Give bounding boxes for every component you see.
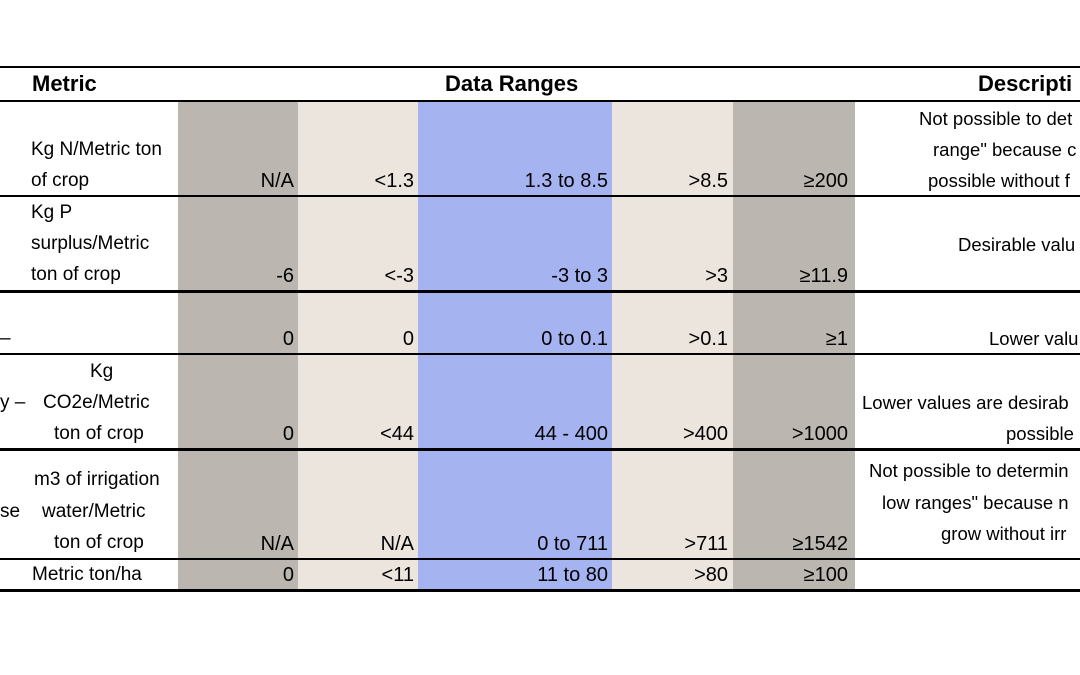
description-text: grow without irr [941,523,1067,544]
value-high: >0.1 [688,328,728,350]
table-top-border [0,66,1080,68]
value-very-high: ≥11.9 [799,265,848,287]
description-text: possible [1006,423,1074,444]
metric-unit: Metric ton/ha [32,564,142,585]
value-desirable: 1.3 to 8.5 [524,170,608,192]
metric-unit: ton of crop [54,423,144,444]
band-high [612,101,733,591]
value-very-low: 0 [282,564,294,586]
description-text: range" because c [933,139,1077,160]
metric-unit: of crop [31,170,90,191]
metric-unit: water/Metric [42,501,146,522]
table-bottom-border [0,589,1080,592]
value-low: <11 [381,564,414,586]
header-bottom-border [0,100,1080,102]
metric-name-fragment: se [0,501,21,522]
value-low: N/A [380,533,414,555]
metric-name-fragment: y – [0,392,26,413]
metric-unit: Kg [90,361,114,382]
value-desirable: 0 to 0.1 [541,328,608,350]
value-desirable: 11 to 80 [537,564,608,586]
description-text: Not possible to det [919,108,1073,129]
value-very-high: ≥100 [803,564,848,586]
row-divider [0,558,1080,560]
metric-name-fragment: – [0,328,11,349]
value-low: 0 [402,328,414,350]
description-text: Lower values are desirab [862,392,1069,413]
description-text: Lower valu [989,328,1079,349]
band-very-high [733,101,855,591]
value-high: >400 [682,423,728,445]
metric-unit: surplus/Metric [31,233,150,254]
value-desirable: 0 to 711 [537,533,608,555]
value-high: >3 [705,265,728,287]
value-very-low: N/A [260,533,294,555]
value-low: <-3 [384,265,414,287]
description-text: possible without f [928,170,1070,191]
band-desirable [418,101,612,591]
description-text: low ranges" because n [882,492,1069,513]
value-very-high: ≥1 [825,328,848,350]
value-low: <44 [380,423,414,445]
value-very-low: N/A [260,170,294,192]
value-very-low: 0 [282,423,294,445]
value-desirable: -3 to 3 [551,265,608,287]
metric-unit: Kg P [31,202,73,223]
value-high: >8.5 [688,170,728,192]
description-text: Desirable valu [958,234,1076,255]
row-divider [0,353,1080,355]
metric-unit: ton of crop [31,264,121,285]
value-very-high: ≥1542 [792,533,848,555]
metric-unit: Kg N/Metric ton [31,139,162,160]
value-high: >80 [694,564,728,586]
value-very-high: ≥200 [803,170,848,192]
header-data-ranges: Data Ranges [445,71,579,96]
header-description: Descripti [978,71,1073,96]
value-very-low: -6 [276,265,294,287]
metric-unit: m3 of irrigation [34,469,160,490]
value-very-high: >1000 [791,423,848,445]
metric-unit: ton of crop [54,532,144,553]
row-divider [0,448,1080,451]
band-low [298,101,418,591]
row-divider [0,195,1080,197]
value-desirable: 44 - 400 [534,423,608,445]
header-metric: Metric [32,71,97,96]
value-very-low: 0 [282,328,294,350]
value-high: >711 [684,533,728,555]
row-divider [0,290,1080,293]
metric-unit: CO2e/Metric [43,392,150,413]
description-text: Not possible to determin [869,460,1069,481]
value-low: <1.3 [374,170,414,192]
band-very-low [178,101,298,591]
